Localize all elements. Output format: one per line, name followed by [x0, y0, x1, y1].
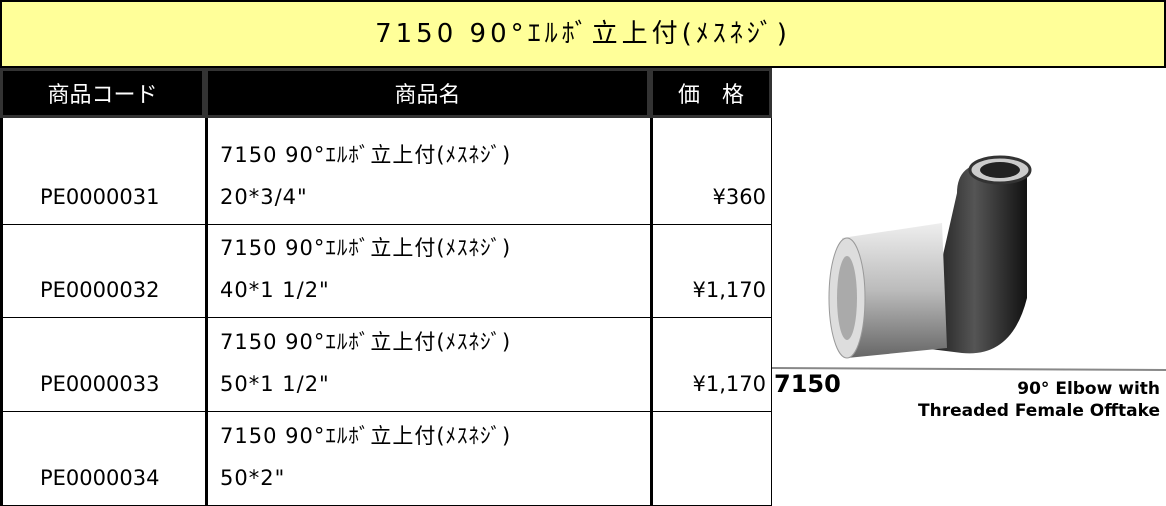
price: ¥360 [712, 185, 766, 209]
product-name: 20*3/4" [220, 185, 308, 209]
product-code: PE0000033 [40, 372, 160, 396]
product-name: 7150 90°ｴﾙﾎﾞ立上付(ﾒｽﾈｼﾞ) [220, 236, 512, 260]
column-header: 商品名 [205, 68, 650, 118]
product-image: 7150 90° Elbow with Threaded Female Offt… [772, 155, 1166, 421]
price-cell [650, 412, 772, 506]
product-name: 7150 90°ｴﾙﾎﾞ立上付(ﾒｽﾈｼﾞ) [220, 424, 512, 448]
code-cell [0, 225, 205, 318]
product-code: PE0000034 [40, 466, 160, 490]
price-cell [650, 225, 772, 318]
code-cell [0, 118, 205, 225]
column-header: 商品コード [0, 68, 205, 118]
price: ¥1,170 [692, 372, 766, 396]
name-cell [205, 318, 650, 412]
code-cell [0, 318, 205, 412]
column-header: 価 格 [650, 68, 772, 118]
model-number: 7150 [774, 370, 841, 398]
image-caption: Threaded Female Offtake [918, 401, 1160, 421]
price-cell [650, 318, 772, 412]
title-bar: 7150 90°ｴﾙﾎﾞ立上付(ﾒｽﾈｼﾞ) [0, 0, 1166, 68]
name-cell [205, 118, 650, 225]
product-name: 7150 90°ｴﾙﾎﾞ立上付(ﾒｽﾈｼﾞ) [220, 330, 512, 354]
code-cell [0, 412, 205, 506]
image-caption: 90° Elbow with [1017, 379, 1160, 399]
product-name: 50*1 1/2" [220, 372, 330, 396]
product-code: PE0000031 [40, 185, 160, 209]
product-code: PE0000032 [40, 278, 160, 302]
product-name: 50*2" [220, 466, 286, 490]
product-name: 7150 90°ｴﾙﾎﾞ立上付(ﾒｽﾈｼﾞ) [220, 143, 512, 167]
name-cell [205, 225, 650, 318]
product-name: 40*1 1/2" [220, 278, 330, 302]
price: ¥1,170 [692, 278, 766, 302]
price-cell [650, 118, 772, 225]
